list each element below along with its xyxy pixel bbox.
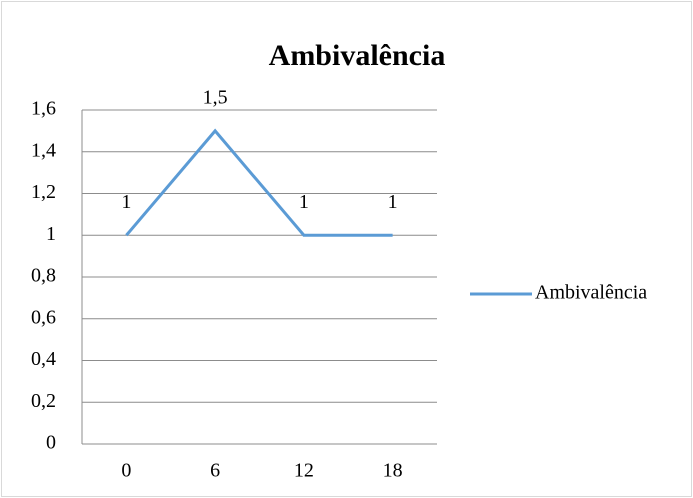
y-tick-label: 1,6: [31, 98, 56, 120]
x-tick-label: 18: [383, 460, 403, 482]
chart-title: Ambivalência: [269, 39, 446, 72]
y-tick-label: 0,4: [31, 348, 56, 370]
y-tick-label: 0: [46, 432, 56, 454]
legend-label: Ambivalência: [535, 282, 647, 304]
y-tick-label: 1: [46, 223, 56, 245]
y-tick-label: 0,2: [31, 390, 56, 412]
x-tick-label: 6: [210, 460, 220, 482]
y-tick-label: 0,8: [31, 265, 56, 287]
line-series: [125, 128, 393, 237]
data-label: 1,5: [203, 86, 228, 108]
y-tick-label: 1,4: [31, 139, 56, 161]
data-label: 1: [121, 191, 131, 213]
y-tick-label: 0,6: [31, 306, 56, 328]
data-label: 1: [388, 191, 398, 213]
data-label: 1: [299, 191, 309, 213]
y-tick-label: 1,2: [31, 181, 56, 203]
x-tick-label: 0: [121, 460, 131, 482]
x-tick-label: 12: [294, 460, 314, 482]
